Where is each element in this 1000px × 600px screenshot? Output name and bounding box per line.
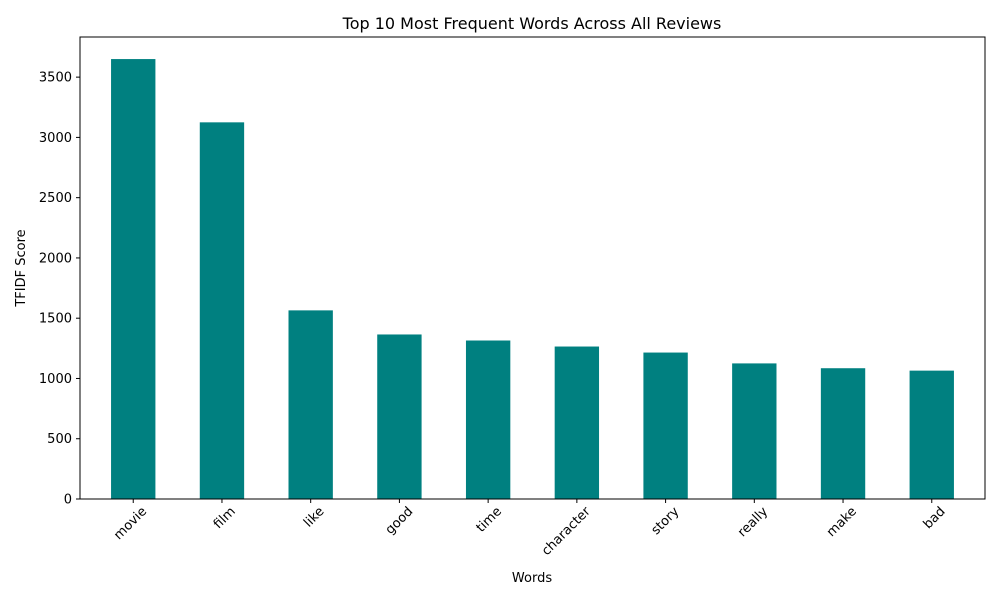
x-axis: movie film like good time character story reall… [111,499,949,559]
y-tick-label-500: 500 [47,432,72,447]
y-axis: 0 500 1000 1500 2000 2500 3000 3500 [39,71,80,508]
x-tick-label-really: really [735,504,771,540]
bar-story [643,352,688,499]
y-tick-label-0: 0 [64,493,72,508]
plot-frame [79,36,986,500]
x-tick-label-good: good [383,504,417,538]
bar-movie [111,59,156,500]
bars-group [111,59,954,500]
bar-time [465,340,511,499]
x-tick-label-character: character [539,504,594,559]
x-tick-label-time: time [474,504,505,535]
x-tick-label-bad: bad [921,504,949,532]
x-tick-label-like: like [301,504,327,530]
x-tick-label-make: make [824,504,860,540]
y-axis-label: TFIDF Score [14,229,29,307]
x-tick-label-film: film [211,504,239,532]
bar-like [288,310,333,499]
bar-really [732,363,777,499]
x-tick-label-story: story [649,504,683,538]
y-tick-label-3000: 3000 [39,131,72,146]
bar-film [199,122,245,499]
bar-bad [909,370,954,499]
bar-good [377,334,422,499]
bar-make [820,368,866,499]
bar-character [554,346,600,499]
y-tick-label-2500: 2500 [39,191,72,206]
y-tick-label-1500: 1500 [39,312,72,327]
y-tick-label-3500: 3500 [39,71,72,86]
chart-title: Top 10 Most Frequent Words Across All Re… [342,14,722,33]
y-tick-label-2000: 2000 [39,251,72,266]
y-tick-label-1000: 1000 [39,372,72,387]
x-axis-label: Words [512,571,552,586]
x-tick-label-movie: movie [111,504,150,543]
